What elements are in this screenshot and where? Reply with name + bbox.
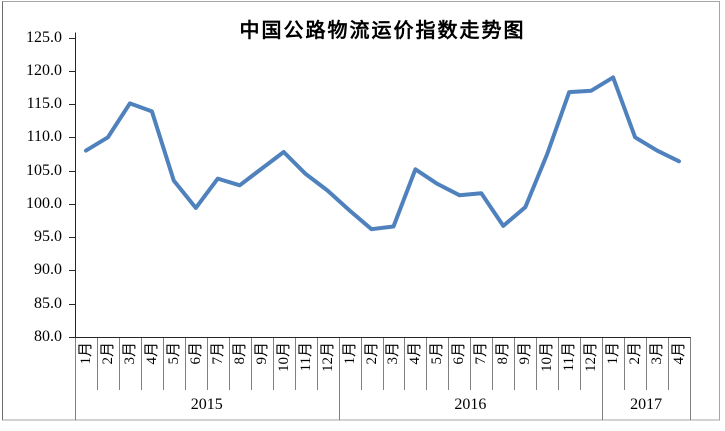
y-tick-label: 95.0: [34, 228, 62, 246]
y-tick-label: 105.0: [26, 161, 62, 179]
y-tick-label: 100.0: [26, 194, 62, 212]
year-label: 2015: [190, 396, 223, 413]
y-tick-label: 80.0: [34, 328, 62, 345]
year-label: 2017: [630, 396, 663, 413]
chart-title: 中国公路物流运价指数走势图: [239, 20, 526, 42]
y-tick-label: 85.0: [34, 294, 62, 312]
y-tick-label: 115.0: [26, 95, 62, 113]
y-tick-label: 110.0: [26, 128, 62, 146]
y-tick-label: 90.0: [34, 261, 62, 279]
y-tick-label: 125.0: [26, 28, 62, 46]
year-label: 2016: [454, 396, 487, 413]
freight-index-trend-line: [84, 75, 681, 232]
y-tick-label: 120.0: [26, 61, 62, 79]
